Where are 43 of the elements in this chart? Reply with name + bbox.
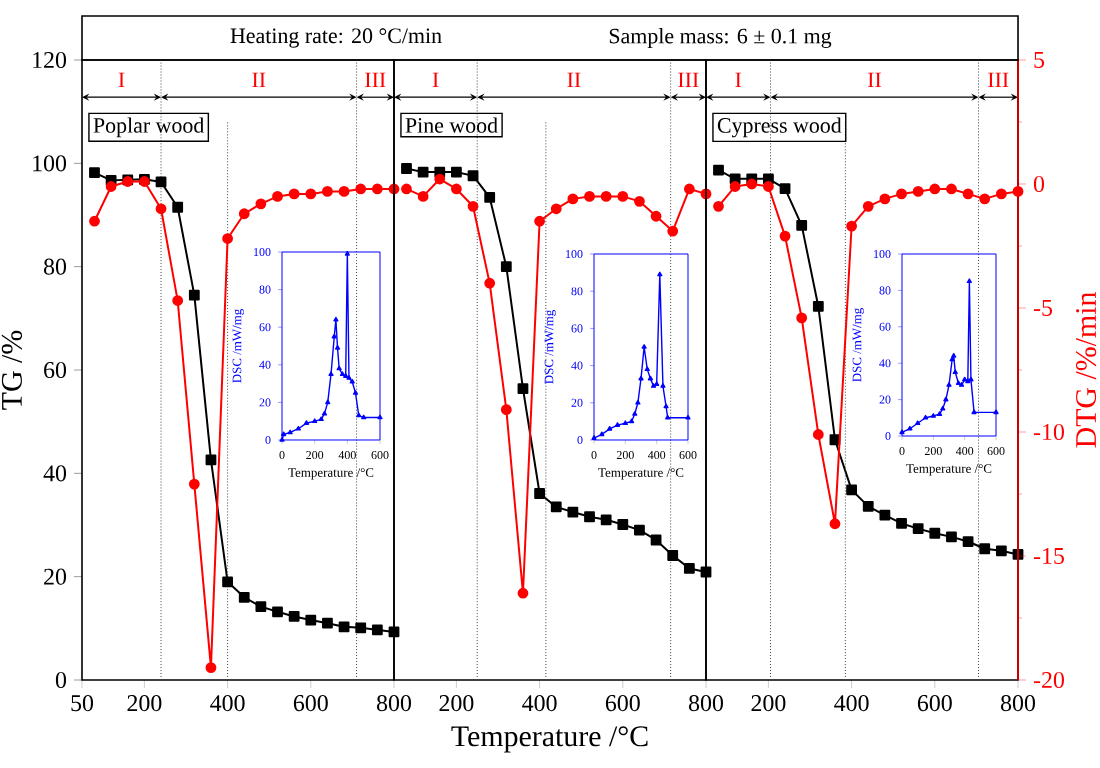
annotation: II — [567, 72, 581, 88]
text: Pine wood — [405, 117, 498, 133]
annotation: I — [432, 72, 439, 88]
y-tick-label: 120 — [33, 51, 67, 69]
x-tick-label: 50 — [71, 695, 94, 712]
x-tick-label: 800 — [376, 695, 411, 712]
annotation: III — [678, 72, 699, 88]
y2-axis-title: DTG /%/min — [1075, 291, 1097, 448]
y-tick-label: 60 — [44, 361, 67, 379]
y2-tick-label: 5 — [1034, 52, 1045, 68]
annotation: II — [252, 72, 266, 88]
y2-tick-label: -20 — [1033, 671, 1064, 689]
y-tick-label: 20 — [44, 568, 67, 585]
y2-tick-label: -5 — [1033, 300, 1053, 316]
x-tick-label: 200 — [439, 695, 474, 712]
y-tick-label: 0 — [55, 671, 67, 689]
x-tick-label: 800 — [1000, 695, 1036, 712]
x-tick-label: 600 — [293, 695, 328, 712]
annotation: I — [735, 72, 742, 88]
x-tick-label: 800 — [688, 695, 724, 712]
y-tick-label: 40 — [43, 465, 67, 482]
x-axis-title: Temperature /°C — [451, 726, 648, 753]
y-tick-label: 100 — [33, 155, 67, 172]
x-tick-label: 200 — [751, 695, 786, 712]
y2-tick-label: -10 — [1033, 423, 1064, 441]
text: Poplar wood — [93, 117, 205, 138]
annotation: III — [365, 72, 386, 88]
x-tick-label: 400 — [834, 695, 869, 712]
annotation: I — [118, 72, 125, 88]
annotation: III — [988, 72, 1009, 88]
x-tick-label: 600 — [917, 695, 952, 712]
x-tick-label: 400 — [210, 695, 245, 712]
x-tick-label: 400 — [522, 695, 557, 712]
y2-tick-label: 0 — [1033, 175, 1045, 193]
text: Heating rate: 20 °C/min — [230, 28, 442, 48]
y-axis-title: TG /% — [1, 330, 23, 410]
x-tick-label: 200 — [127, 695, 162, 712]
y2-tick-label: -15 — [1033, 547, 1064, 564]
annotation: II — [867, 72, 882, 88]
text: Sample mass: 6 ± 0.1 mg — [609, 28, 832, 48]
text: Cypress wood — [717, 117, 842, 138]
x-tick-label: 600 — [605, 695, 640, 712]
y-tick-label: 80 — [43, 258, 67, 275]
